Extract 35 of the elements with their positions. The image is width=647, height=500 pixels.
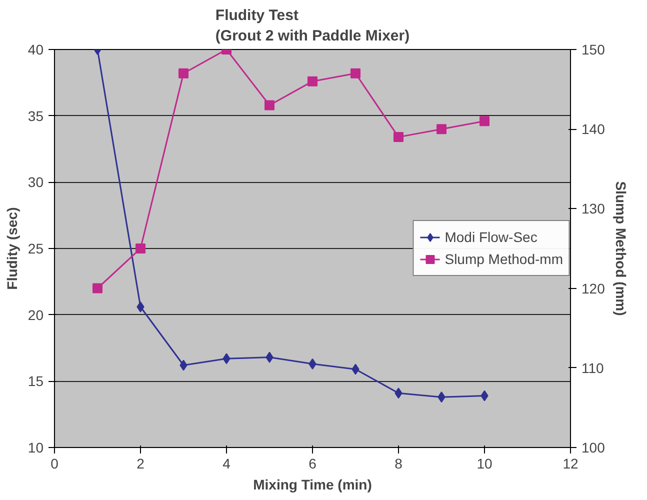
y2-tick-label: 100: [582, 440, 606, 456]
point: [92, 283, 102, 294]
x-tick-label: 8: [394, 456, 403, 472]
y-tick-label: 25: [28, 240, 44, 256]
y2-axis-title: Slump Method (mm): [612, 181, 629, 316]
y2-tick-label: 130: [582, 200, 606, 217]
legend-label: Modi Flow-Sec: [444, 229, 538, 245]
y-tick-label: 35: [28, 108, 44, 124]
y2-tick-label: 150: [582, 42, 606, 58]
point: [436, 124, 446, 134]
x-tick-label: 6: [308, 456, 317, 472]
x-tick-label: 10: [476, 456, 492, 472]
y2-tick-label: 110: [582, 360, 604, 376]
x-tick-label: 0: [50, 456, 59, 472]
y-tick-label: 15: [28, 373, 44, 390]
y-tick-label: 20: [28, 306, 44, 323]
point: [136, 244, 146, 254]
y-axis-title: Fludity (sec): [4, 207, 20, 290]
x-tick-label: 2: [136, 456, 145, 472]
y2-tick-label: 140: [582, 121, 606, 138]
point: [178, 68, 188, 78]
point: [350, 68, 360, 78]
legend-label: Slump Method-mm: [444, 251, 563, 267]
point: [308, 76, 318, 86]
point: [264, 100, 274, 110]
point: [480, 116, 490, 126]
y2-tick-label: 120: [582, 280, 606, 296]
chart-title: Fludity Test (Grout 2 with Paddle Mixer): [215, 7, 410, 44]
x-axis-title: Mixing Time (min): [253, 476, 372, 492]
y-tick-label: 10: [28, 440, 44, 456]
point: [394, 132, 404, 142]
y-tick-label: 40: [28, 42, 44, 58]
y-tick-label: 30: [28, 174, 44, 190]
x-tick-label: 12: [562, 456, 578, 472]
x-tick-label: 4: [222, 456, 231, 472]
